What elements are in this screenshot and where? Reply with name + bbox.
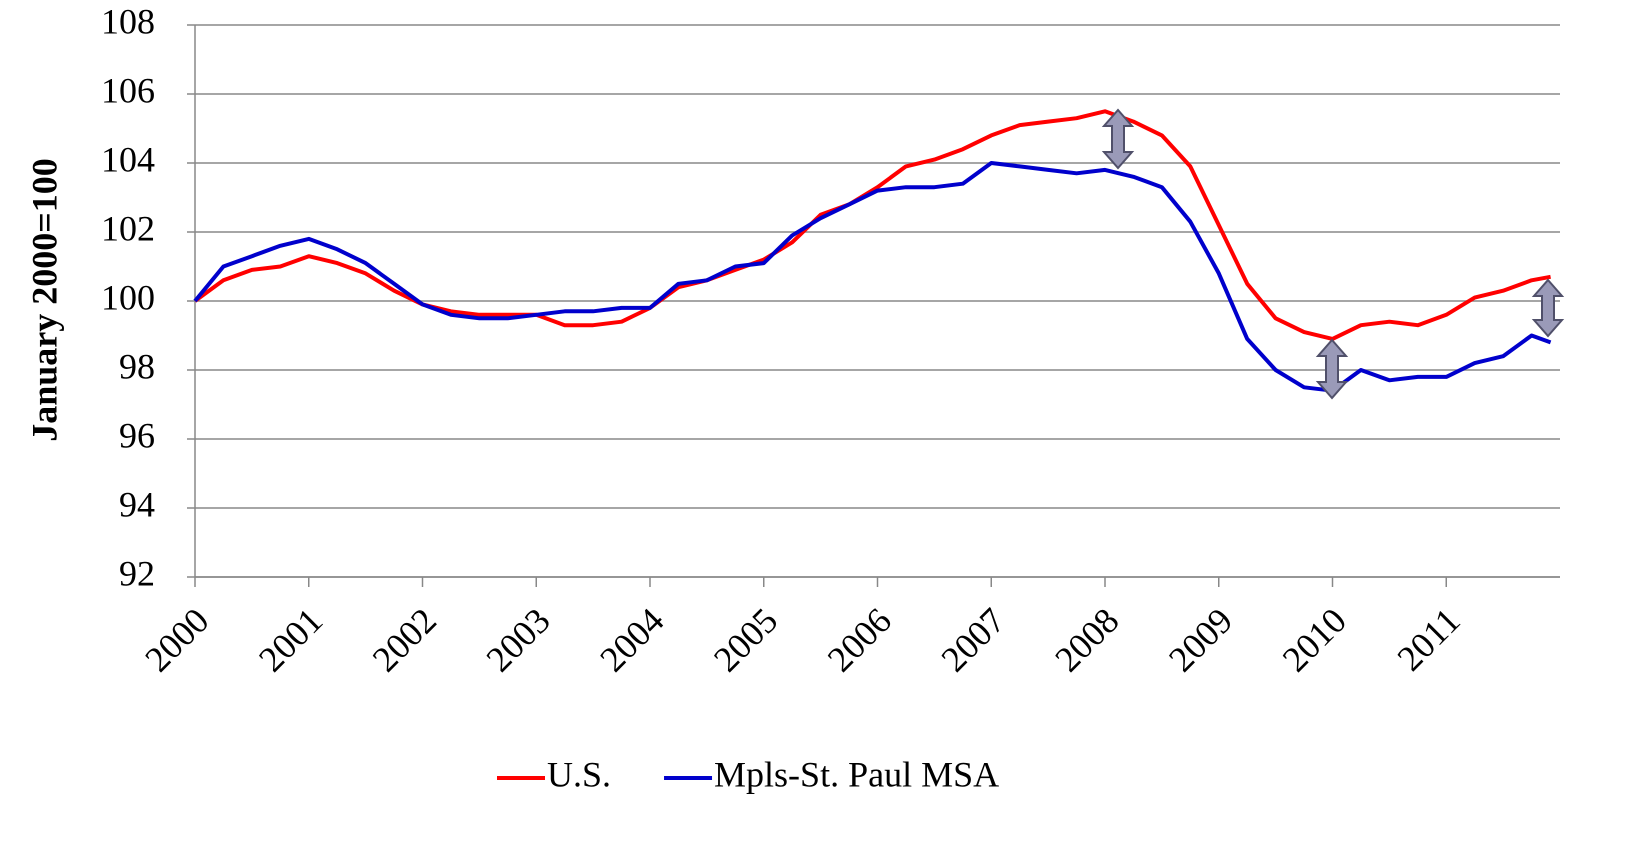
x-tick-label: 2003	[479, 600, 558, 679]
x-tick-label: 2007	[934, 600, 1013, 679]
annotation-arrows	[1101, 108, 1565, 400]
x-tick-label: 2006	[820, 600, 899, 679]
y-tick-label: 100	[101, 277, 155, 317]
y-tick-label: 96	[119, 415, 155, 455]
y-tick-label: 94	[119, 484, 155, 524]
gap-arrow	[1315, 338, 1349, 400]
x-tick-label: 2000	[137, 600, 216, 679]
x-tick-label: 2008	[1047, 600, 1126, 679]
gap-arrow	[1101, 108, 1135, 170]
y-tick-label: 106	[101, 70, 155, 110]
x-tick-label: 2010	[1275, 600, 1354, 679]
y-axis-label: January 2000=100	[24, 158, 64, 442]
y-tick-label: 92	[119, 553, 155, 593]
x-tick-label: 2002	[365, 600, 444, 679]
x-tick-label: 2001	[251, 600, 330, 679]
line-series	[193, 109, 1551, 341]
x-tick-label: 2011	[1389, 600, 1467, 678]
y-tick-label: 108	[101, 1, 155, 41]
y-tick-label: 104	[101, 139, 155, 179]
x-tick-label: 2009	[1161, 600, 1240, 679]
x-tick-label: 2004	[592, 600, 671, 679]
legend-label: Mpls-St. Paul MSA	[714, 754, 999, 794]
x-tick-label: 2005	[706, 600, 785, 679]
gap-arrow	[1531, 278, 1565, 338]
y-tick-label: 98	[119, 346, 155, 386]
y-tick-label: 102	[101, 208, 155, 248]
legend-label: U.S.	[547, 754, 611, 794]
